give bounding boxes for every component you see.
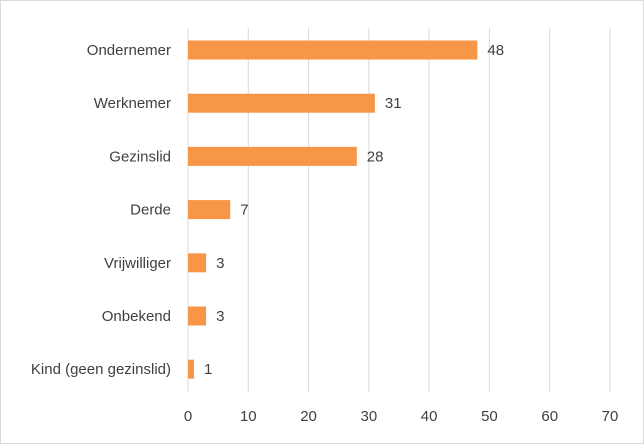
x-tick-label: 10	[240, 408, 257, 425]
data-label: 48	[487, 42, 504, 59]
category-label: Werknemer	[94, 95, 171, 112]
data-label: 28	[367, 148, 384, 165]
bar	[188, 200, 231, 220]
category-label: Vrijwilliger	[104, 255, 171, 272]
x-tick-label: 0	[184, 408, 192, 425]
x-tick-label: 30	[361, 408, 378, 425]
data-label: 7	[240, 202, 248, 219]
bar	[188, 93, 375, 113]
bar	[188, 253, 207, 273]
category-label: Onbekend	[102, 308, 171, 325]
bar	[188, 359, 195, 379]
category-label: Derde	[130, 202, 171, 219]
x-tick-label: 40	[421, 408, 438, 425]
x-tick-label: 70	[602, 408, 619, 425]
data-label: 31	[385, 95, 402, 112]
category-label: Ondernemer	[87, 42, 171, 59]
category-label: Gezinslid	[109, 148, 171, 165]
data-label: 3	[216, 308, 224, 325]
data-label: 3	[216, 255, 224, 272]
bar	[188, 306, 207, 326]
x-tick-label: 60	[541, 408, 558, 425]
bar	[188, 146, 357, 166]
x-tick-label: 20	[300, 408, 317, 425]
category-label: Kind (geen gezinslid)	[31, 361, 171, 378]
data-label: 1	[204, 361, 212, 378]
bar	[188, 40, 478, 60]
x-tick-label: 50	[481, 408, 498, 425]
